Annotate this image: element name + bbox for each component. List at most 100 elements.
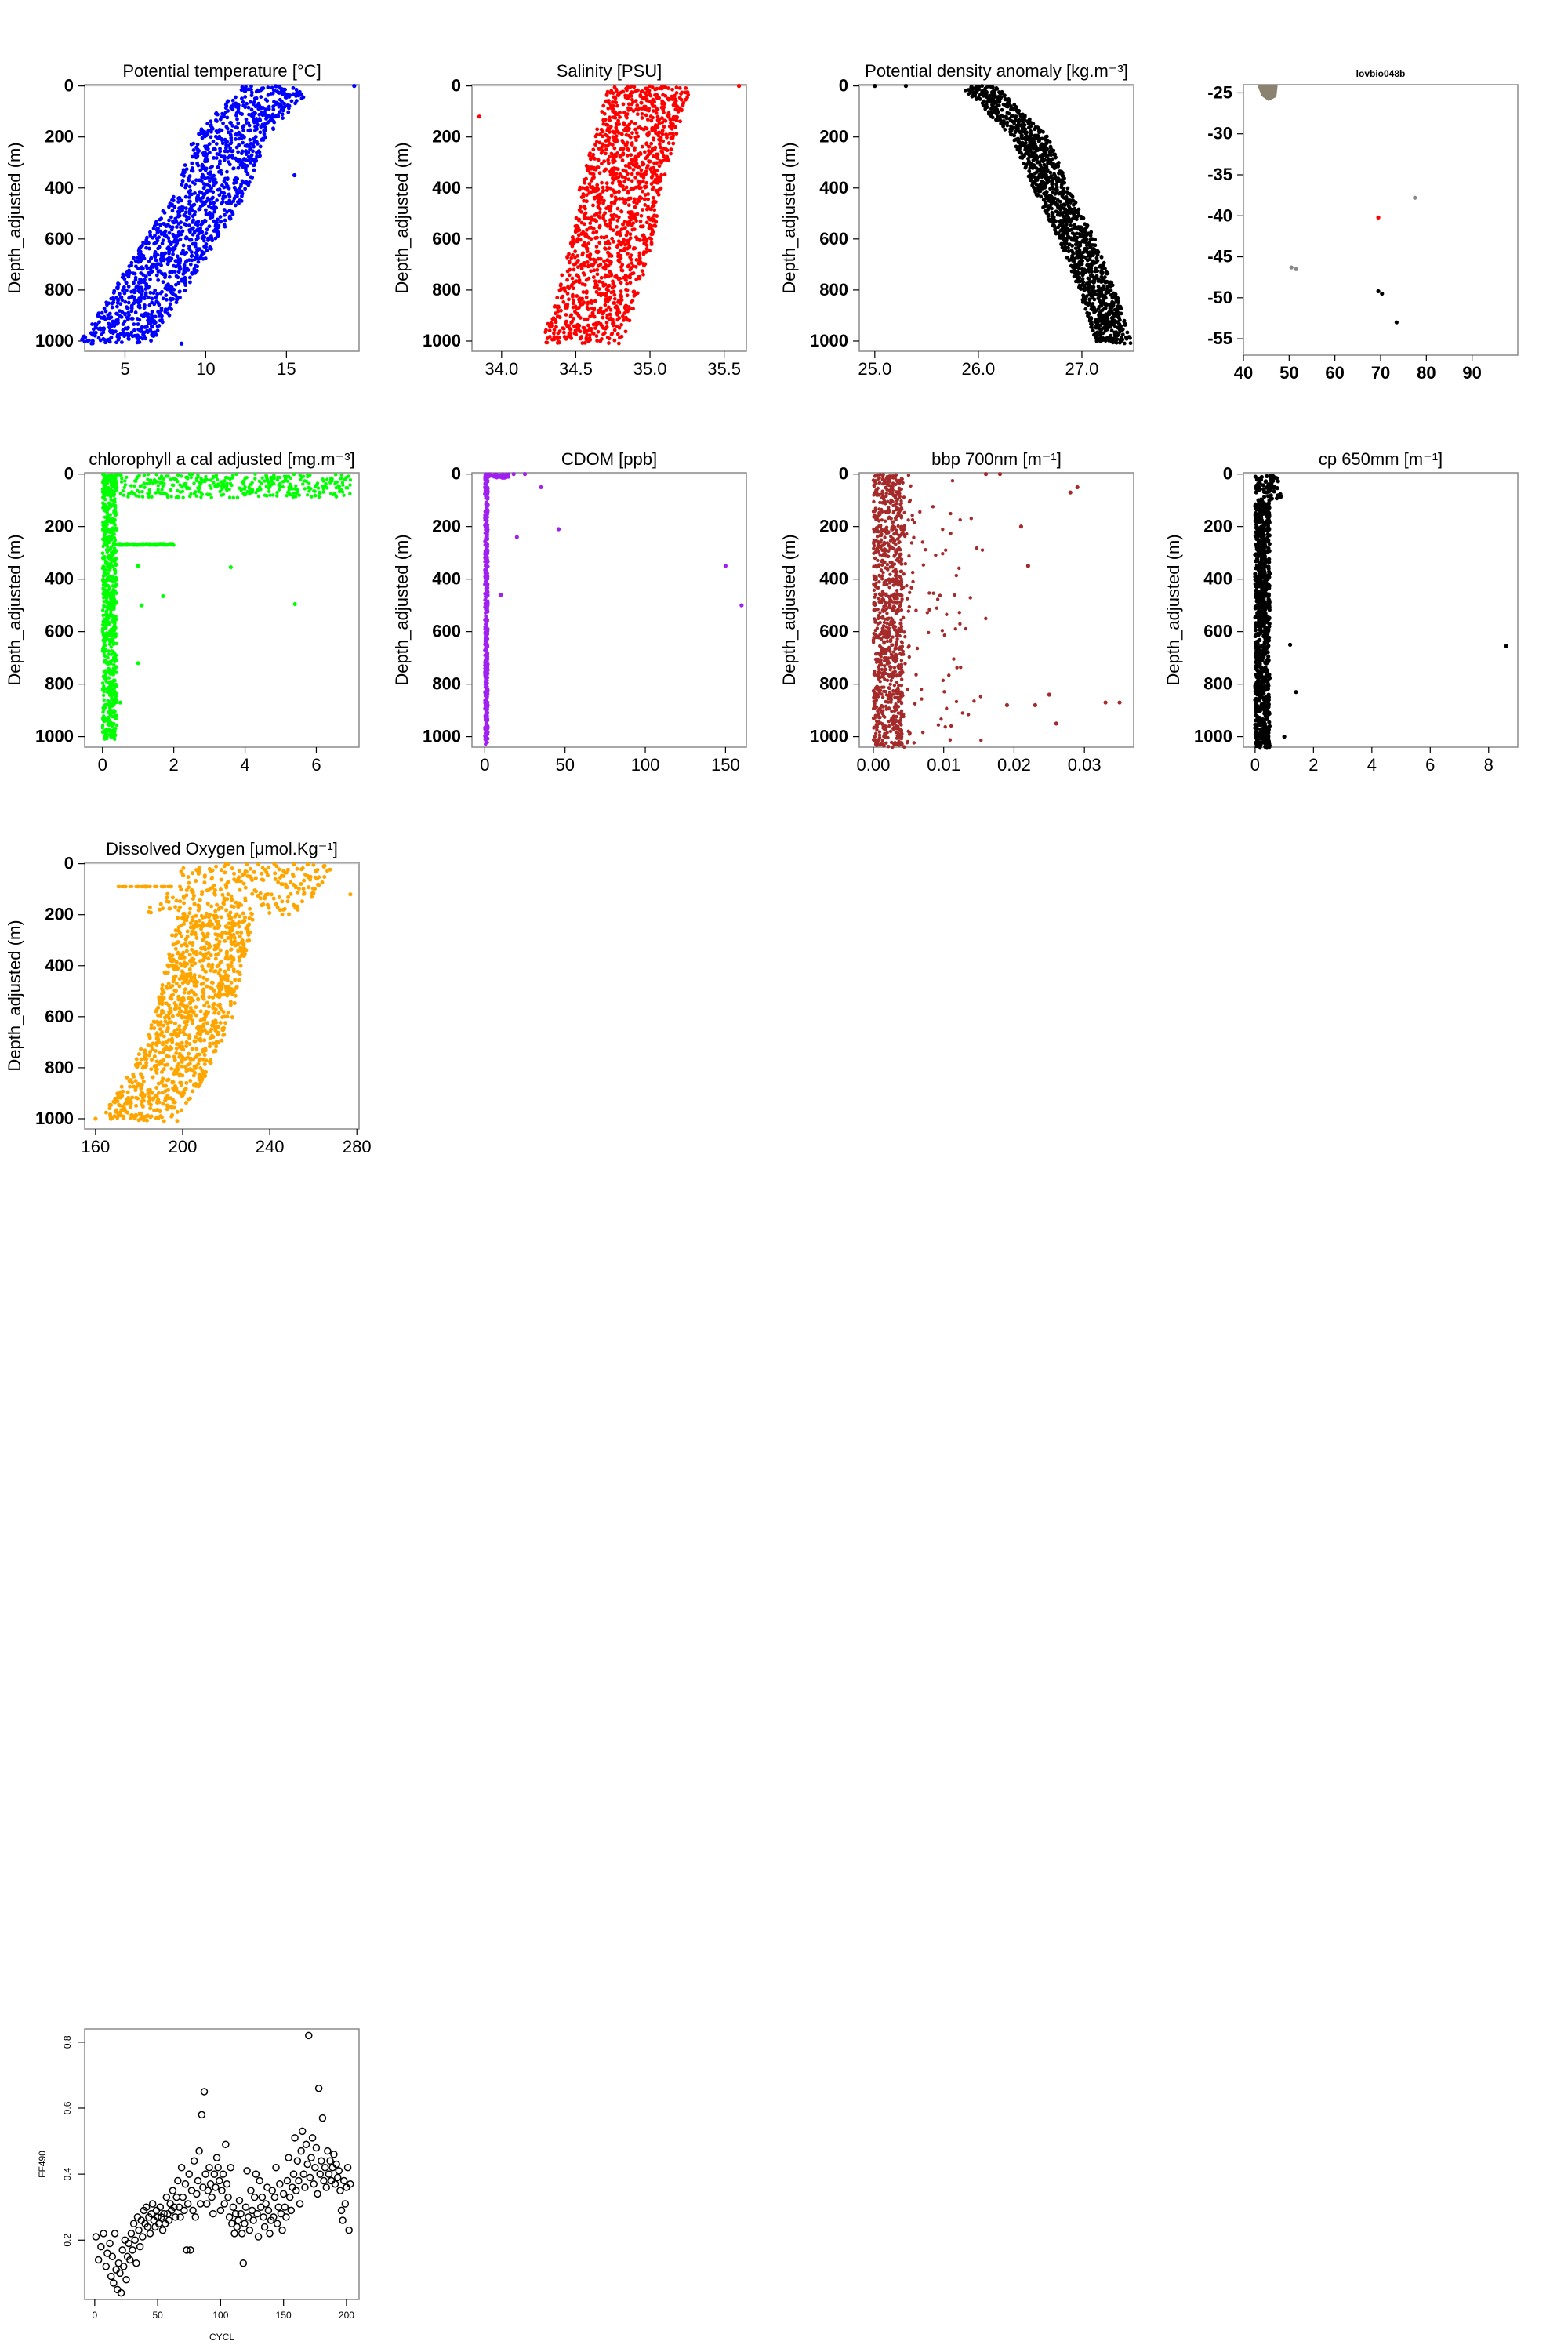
data-point bbox=[1039, 172, 1044, 176]
data-point bbox=[630, 216, 634, 221]
data-point bbox=[158, 256, 163, 261]
data-point bbox=[1045, 168, 1050, 172]
data-point bbox=[181, 272, 186, 276]
data-point bbox=[569, 321, 574, 325]
data-point bbox=[620, 138, 625, 143]
y-tick-label: 600 bbox=[819, 229, 848, 249]
data-point bbox=[597, 223, 602, 228]
data-point bbox=[147, 285, 151, 289]
data-point bbox=[604, 325, 609, 329]
data-point bbox=[603, 143, 608, 148]
data-point bbox=[141, 240, 146, 245]
data-point bbox=[1075, 235, 1080, 240]
data-point bbox=[152, 302, 157, 307]
data-point bbox=[277, 85, 281, 89]
data-point bbox=[111, 297, 116, 302]
data-point bbox=[595, 339, 600, 343]
data-point bbox=[1091, 259, 1095, 263]
data-point bbox=[590, 215, 594, 220]
data-point bbox=[629, 94, 633, 98]
data-point bbox=[652, 223, 656, 228]
data-point bbox=[143, 303, 147, 307]
data-point bbox=[666, 86, 670, 90]
data-point bbox=[640, 116, 644, 120]
data-point bbox=[1108, 321, 1112, 326]
panel-chl: chlorophyll a cal adjusted [mg.m⁻³]Depth… bbox=[5, 449, 360, 775]
data-point bbox=[591, 152, 596, 157]
data-point bbox=[234, 113, 238, 118]
data-point bbox=[662, 102, 667, 106]
data-point bbox=[171, 252, 175, 256]
data-point bbox=[167, 274, 172, 279]
x-tick-label: 5 bbox=[120, 359, 129, 379]
data-point bbox=[247, 123, 252, 128]
data-point bbox=[1000, 89, 1004, 94]
data-point bbox=[608, 206, 613, 210]
data-point bbox=[604, 264, 609, 268]
data-point bbox=[106, 488, 111, 492]
data-point bbox=[129, 289, 133, 294]
data-point bbox=[1085, 310, 1090, 315]
data-point bbox=[195, 222, 199, 227]
data-point bbox=[670, 87, 674, 92]
data-point bbox=[644, 180, 649, 185]
data-point bbox=[666, 111, 671, 115]
data-point bbox=[1023, 131, 1028, 136]
data-point bbox=[604, 147, 608, 152]
data-point bbox=[150, 310, 154, 314]
data-point bbox=[103, 554, 107, 559]
data-point bbox=[1062, 180, 1067, 185]
data-point bbox=[633, 122, 637, 126]
data-point bbox=[641, 224, 645, 229]
data-point bbox=[1062, 229, 1066, 234]
data-point bbox=[291, 85, 296, 90]
x-tick-label: 10 bbox=[196, 359, 215, 379]
data-point bbox=[267, 107, 271, 111]
data-point bbox=[579, 297, 584, 302]
data-point bbox=[669, 121, 673, 125]
data-point bbox=[668, 132, 673, 136]
data-point bbox=[638, 93, 643, 97]
data-point bbox=[177, 264, 182, 269]
data-point bbox=[240, 85, 245, 89]
data-point bbox=[116, 281, 120, 285]
data-point bbox=[595, 127, 600, 132]
data-point bbox=[1036, 189, 1041, 194]
data-point bbox=[549, 325, 554, 329]
data-point bbox=[102, 653, 107, 657]
data-point bbox=[614, 100, 619, 105]
data-point bbox=[1116, 315, 1121, 320]
data-point bbox=[113, 737, 117, 742]
data-point bbox=[103, 572, 107, 576]
data-point bbox=[258, 130, 263, 135]
data-point bbox=[589, 225, 593, 230]
data-point bbox=[1038, 154, 1043, 159]
data-point bbox=[113, 710, 117, 713]
data-point bbox=[552, 328, 557, 332]
data-point bbox=[622, 187, 626, 192]
data-point bbox=[604, 287, 609, 292]
data-point bbox=[601, 185, 605, 190]
data-point bbox=[1073, 262, 1078, 267]
data-point bbox=[1102, 314, 1106, 319]
data-point bbox=[557, 305, 561, 310]
data-point bbox=[221, 121, 225, 125]
data-point bbox=[544, 328, 548, 332]
data-point bbox=[648, 159, 652, 164]
data-point bbox=[140, 292, 144, 296]
data-point bbox=[637, 199, 641, 203]
data-point bbox=[214, 111, 219, 115]
data-point bbox=[607, 154, 612, 159]
data-point bbox=[110, 575, 114, 579]
data-point bbox=[1082, 284, 1087, 288]
data-point bbox=[170, 202, 174, 207]
data-point bbox=[623, 201, 628, 205]
data-point bbox=[637, 253, 641, 258]
data-point bbox=[101, 592, 106, 597]
data-point bbox=[666, 141, 671, 145]
y-tick-label: 200 bbox=[432, 127, 461, 147]
y-tick-label: 0 bbox=[64, 76, 74, 96]
data-point bbox=[654, 107, 659, 111]
data-point bbox=[281, 107, 285, 112]
data-point bbox=[903, 84, 909, 89]
